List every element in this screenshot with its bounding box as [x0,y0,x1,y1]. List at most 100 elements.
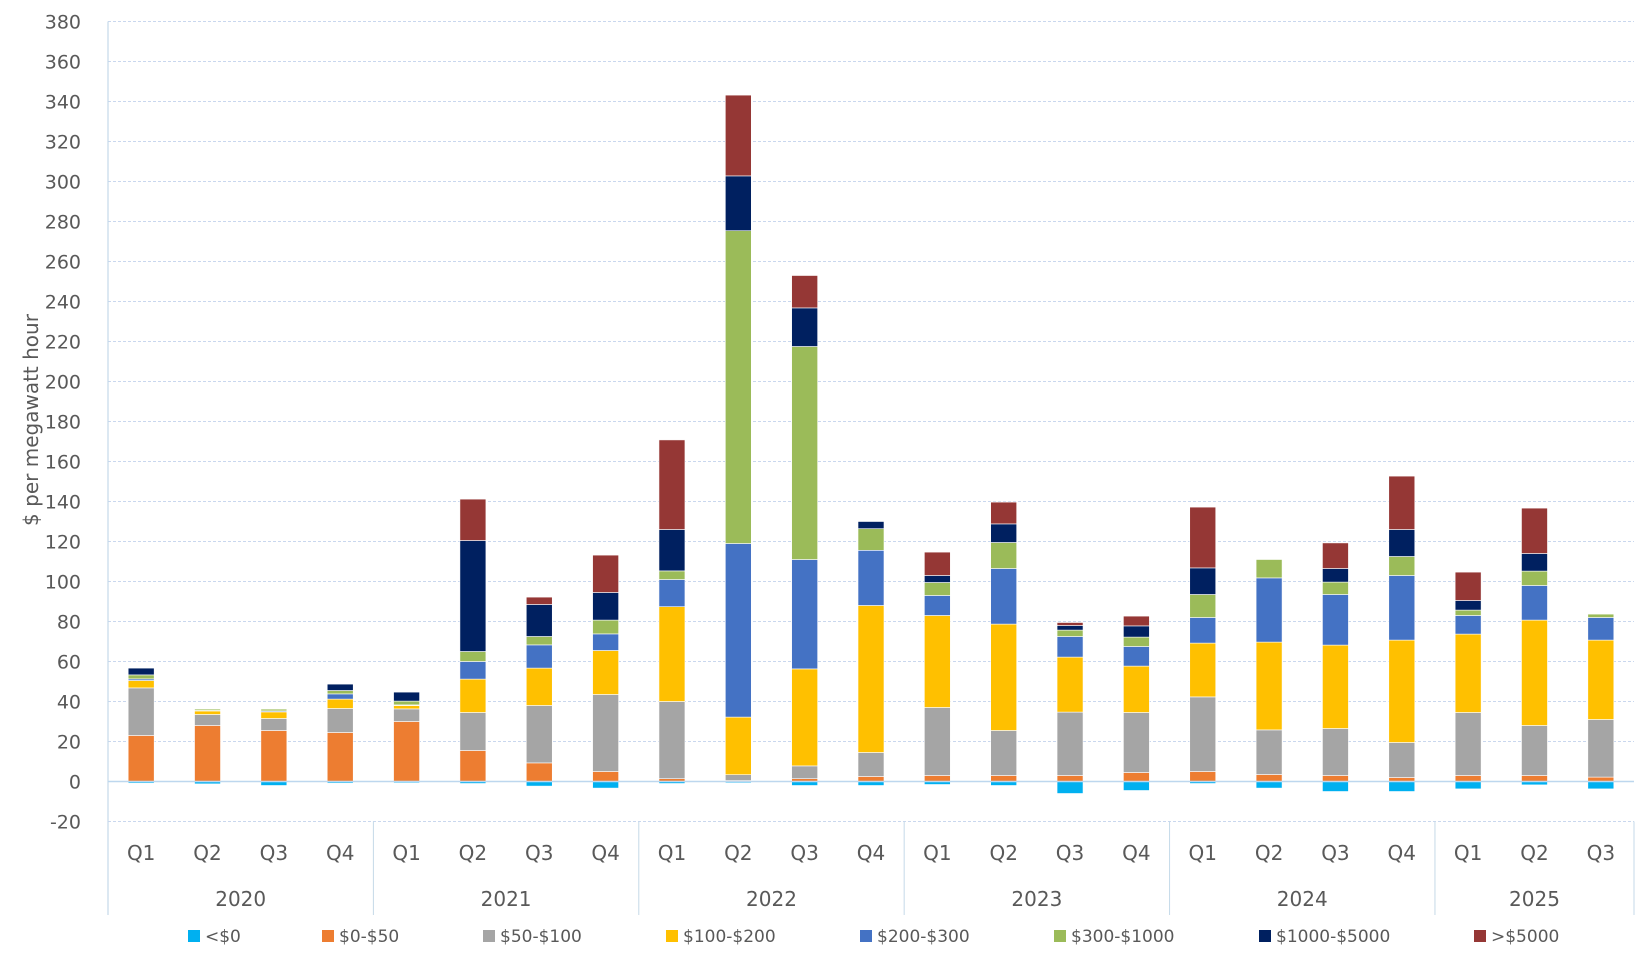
bar-segment-2020-Q4-s3 [326,698,354,709]
x-tick-label-quarter: Q2 [1520,841,1548,865]
bar-segment-2024-Q1-s4 [1189,617,1217,644]
y-tick-label: 120 [45,532,81,554]
bar-segment-2023-Q4-s7 [1123,615,1150,627]
y-tick-label: 20 [57,732,81,754]
bar-segment-2020-Q4-s1 [326,732,354,782]
bar-segment-2021-Q4-s2 [592,694,619,772]
bar-segment-2023-Q2-s1 [990,775,1017,782]
bar-segment-2022-Q2-s7 [725,94,752,177]
bars [127,94,1615,794]
bar-segment-2022-Q3-s2 [791,765,818,780]
bar-segment-2023-Q1-s2 [924,707,951,776]
bar-segment-2025-Q1-s3 [1454,633,1482,713]
y-tick-label: 340 [45,92,81,114]
legend-label: $1000-$5000 [1276,927,1390,947]
bar-segment-2024-Q4-s2 [1388,742,1416,778]
y-tick-label: 80 [57,612,81,634]
bar-segment-2025-Q2-s1 [1521,775,1548,782]
legend-swatch [483,930,495,942]
bar-segment-2023-Q1-s5 [924,582,951,596]
bar-segment-2022-Q4-s6 [857,521,885,529]
bar-segment-2021-Q4-s7 [592,554,619,593]
x-tick-label-quarter: Q1 [1454,841,1482,865]
bar-segment-2021-Q4-s0 [592,781,619,789]
bar-segment-2023-Q4-s5 [1123,636,1150,647]
bar-segment-2023-Q1-s3 [924,615,951,708]
bar-segment-2023-Q3-s5 [1056,629,1084,637]
legend-label: $200-$300 [877,927,970,947]
bar-segment-2021-Q3-s6 [525,604,553,637]
bar-segment-2023-Q3-s2 [1056,711,1084,776]
x-tick-label-quarter: Q3 [525,841,553,865]
x-tick-label-quarter: Q4 [591,841,619,865]
bar-segment-2021-Q3-s4 [525,644,553,669]
x-tick-label-year: 2023 [1011,887,1062,911]
y-tick-label: 100 [45,572,81,594]
x-tick-label-quarter: Q1 [923,841,951,865]
bar-segment-2022-Q1-s2 [658,701,686,779]
bar-segment-2025-Q1-s7 [1454,571,1482,601]
x-tick-label-quarter: Q2 [193,841,221,865]
bar-segment-2023-Q1-s6 [924,575,951,583]
bar-segment-2024-Q1-s3 [1189,642,1217,698]
bar-segment-2021-Q1-s2 [393,708,420,722]
x-tick-label-quarter: Q1 [1189,841,1217,865]
bar-segment-2023-Q4-s2 [1123,712,1150,773]
bar-segment-2023-Q4-s3 [1123,665,1150,713]
bar-segment-2022-Q1-s5 [658,570,686,580]
bar-segment-2021-Q4-s1 [592,771,619,782]
legend-swatch [1054,930,1066,942]
bar-segment-2024-Q4-s5 [1388,556,1416,576]
bar-segment-2021-Q4-s4 [592,633,619,651]
bar-segment-2024-Q1-s1 [1189,771,1217,782]
bar-segment-2022-Q1-s7 [658,439,686,530]
legend-label: $50-$100 [500,927,582,947]
legend-swatch [322,930,334,942]
bar-segment-2022-Q2-s5 [725,230,752,544]
legend-label: $100-$200 [683,927,776,947]
bar-segment-2023-Q2-s6 [990,523,1017,543]
x-tick-label-quarter: Q4 [1122,841,1150,865]
bar-segment-2024-Q3-s7 [1322,542,1349,569]
bar-segment-2020-Q1-s3 [127,680,155,689]
bar-segment-2024-Q3-s6 [1322,568,1349,583]
x-tick-label-quarter: Q1 [127,841,155,865]
bar-segment-2023-Q3-s0 [1056,781,1084,794]
bar-segment-2024-Q1-s5 [1189,594,1217,618]
bar-segment-2023-Q1-s4 [924,595,951,616]
bar-segment-2021-Q2-s4 [459,661,487,680]
bar-segment-2020-Q1-s5 [127,674,155,680]
bar-segment-2023-Q3-s3 [1056,656,1084,713]
bar-segment-2022-Q1-s3 [658,606,686,702]
bar-segment-2020-Q1-s1 [127,735,155,782]
bar-segment-2023-Q2-s5 [990,542,1017,569]
legend-label: $0-$50 [339,927,399,947]
bar-segment-2024-Q2-s1 [1255,774,1283,782]
bar-segment-2025-Q1-s1 [1454,775,1482,782]
bar-segment-2022-Q2-s6 [725,175,752,231]
bar-segment-2023-Q2-s4 [990,568,1017,625]
bar-segment-2024-Q3-s4 [1322,594,1349,646]
bar-segment-2023-Q3-s6 [1056,625,1084,631]
bar-segment-2021-Q2-s3 [459,678,487,713]
x-tick-label-year: 2020 [215,887,266,911]
bar-segment-2023-Q3-s4 [1056,636,1084,658]
x-tick-label-quarter: Q1 [658,841,686,865]
legend-label: >$5000 [1491,927,1559,947]
y-axis-ticks: -20 0 20 40 60 80 100 120 140 160 180 200 220 240 260 2… [45,12,81,834]
x-tick-label-year: 2024 [1277,887,1328,911]
bar-segment-2020-Q3-s1 [260,730,288,782]
bar-segment-2023-Q2-s2 [990,730,1017,776]
legend-label: <$0 [205,927,241,947]
bar-segment-2025-Q3-s0 [1587,781,1615,790]
bar-segment-2022-Q4-s5 [857,528,885,551]
y-tick-label: 240 [45,292,81,314]
bar-segment-2020-Q3-s3 [260,711,288,719]
legend-swatch [188,930,200,942]
x-tick-label-quarter: Q2 [989,841,1017,865]
bar-segment-2023-Q4-s0 [1123,781,1150,791]
bar-segment-2020-Q4-s5 [326,690,354,695]
x-tick-label-quarter: Q3 [1587,841,1615,865]
bar-segment-2025-Q1-s4 [1454,615,1482,635]
x-tick-label-quarter: Q2 [1255,841,1283,865]
